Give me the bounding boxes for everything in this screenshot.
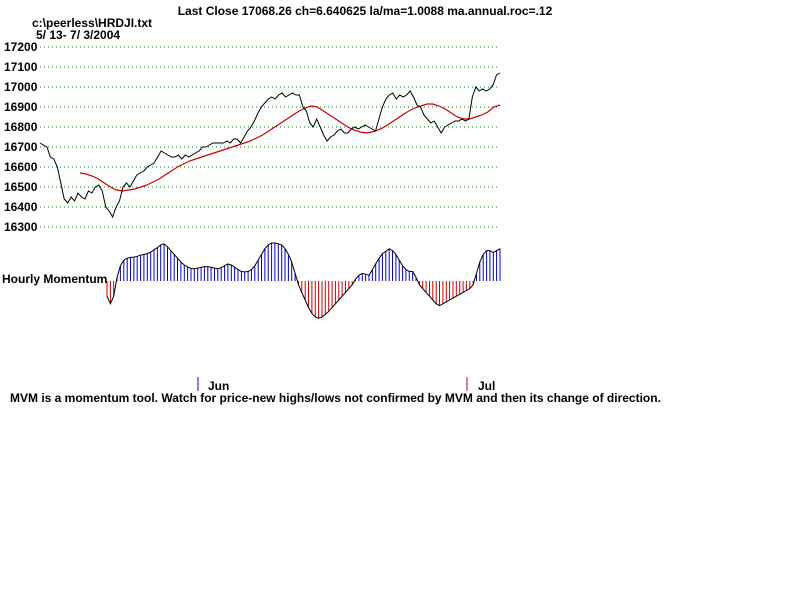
- month-label-jun: Jun: [208, 379, 229, 393]
- chart-title: Last Close 17068.26 ch=6.640625 la/ma=1.…: [178, 4, 553, 18]
- momentum-bars: [106, 243, 501, 319]
- y-tick-label: 16900: [4, 100, 38, 114]
- y-tick-label: 16300: [4, 220, 38, 234]
- price-grid: [40, 46, 500, 228]
- y-tick-label: 17000: [4, 80, 38, 94]
- moving-average-line: [79, 103, 501, 192]
- file-path: c:\peerless\HRDJI.txt: [32, 16, 152, 30]
- price-line: [39, 72, 501, 219]
- y-tick-label: 17100: [4, 60, 38, 74]
- month-label-jul: Jul: [478, 379, 495, 393]
- y-tick-label: 16500: [4, 180, 38, 194]
- date-range: 5/ 13- 7/ 3/2004: [36, 28, 120, 42]
- footer-note: MVM is a momentum tool. Watch for price-…: [10, 391, 661, 405]
- momentum-label: Hourly Momentum: [2, 272, 107, 286]
- y-tick-label: 16700: [4, 140, 38, 154]
- y-axis-labels: 17200 17100 17000 16900 16800 16700 1660…: [4, 40, 38, 234]
- y-tick-label: 16600: [4, 160, 38, 174]
- momentum-outline: [106, 242, 501, 319]
- y-tick-label: 16800: [4, 120, 38, 134]
- y-tick-label: 17200: [4, 40, 38, 54]
- y-tick-label: 16400: [4, 200, 38, 214]
